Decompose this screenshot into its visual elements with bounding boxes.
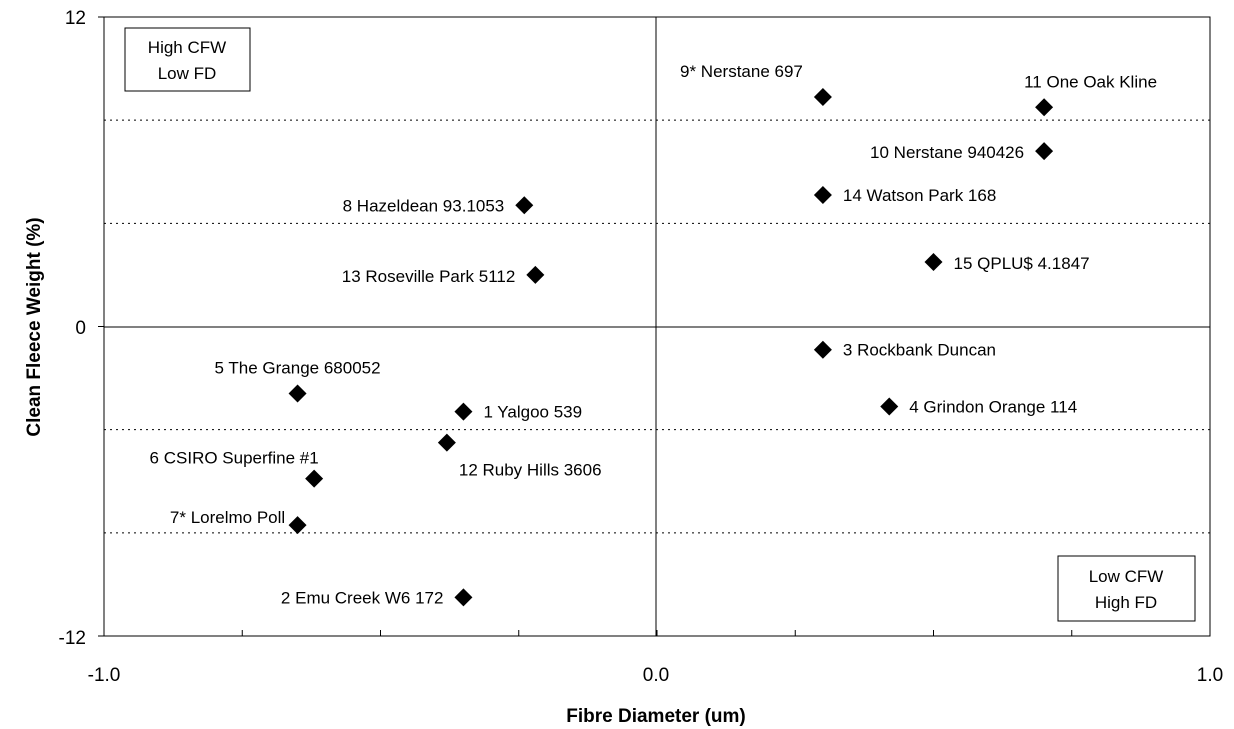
- gridlines: [104, 119, 1210, 534]
- annotation-box: [124, 27, 251, 92]
- data-point-labels: 1 Yalgoo 539 2 Emu Creek W6 172 3 Rockbank…: [150, 62, 1157, 607]
- data-point-marker: [454, 588, 473, 607]
- data-point-marker: [515, 196, 534, 215]
- data-point-label: 6 CSIRO Superfine #1: [150, 449, 319, 468]
- y-tick-label-min: -12: [59, 628, 86, 649]
- annotation-high-cfw-low-fd: High CFW Low FD: [124, 27, 251, 92]
- data-point-marker: [288, 384, 307, 403]
- y-ticks: [98, 16, 104, 637]
- data-point-marker: [924, 253, 943, 272]
- x-axis-title: Fibre Diameter (um): [566, 706, 745, 727]
- x-tick-label-min: -1.0: [88, 665, 121, 686]
- data-point-label: 5 The Grange 680052: [215, 359, 381, 378]
- data-point-marker: [813, 185, 832, 204]
- data-point-label: 2 Emu Creek W6 172: [281, 588, 444, 607]
- data-point-marker: [880, 397, 899, 416]
- data-point-label: 7* Lorelmo Poll: [170, 508, 285, 527]
- data-point-label: 1 Yalgoo 539: [483, 403, 582, 422]
- annotation-line-2: High FD: [1095, 593, 1157, 612]
- x-ticks: [103, 630, 1211, 636]
- data-point-marker: [1035, 98, 1054, 117]
- data-points: [288, 87, 1054, 607]
- data-point-marker: [454, 402, 473, 421]
- y-tick-label-max: 12: [65, 8, 86, 29]
- y-axis-title: Clean Fleece Weight (%): [24, 217, 45, 436]
- data-point-marker: [1035, 142, 1054, 161]
- annotation-line-1: High CFW: [148, 38, 226, 57]
- annotation-box: [1057, 555, 1196, 622]
- data-point-label: 10 Nerstane 940426: [870, 143, 1024, 162]
- data-point-marker: [526, 265, 545, 284]
- data-point-label: 9* Nerstane 697: [680, 62, 803, 81]
- data-point-label: 4 Grindon Orange 114: [909, 397, 1077, 416]
- data-point-marker: [813, 340, 832, 359]
- data-point-marker: [305, 469, 324, 488]
- y-tick-label-zero: 0: [75, 318, 86, 339]
- data-point-label: 8 Hazeldean 93.1053: [343, 196, 505, 215]
- data-point-label: 14 Watson Park 168: [843, 186, 996, 205]
- data-point-label: 15 QPLU$ 4.1847: [954, 254, 1090, 273]
- data-point-marker: [288, 516, 307, 535]
- x-tick-label-max: 1.0: [1197, 665, 1223, 686]
- data-point-label: 13 Roseville Park 5112: [342, 267, 516, 286]
- data-point-label: 3 Rockbank Duncan: [843, 341, 996, 360]
- x-tick-label-zero: 0.0: [643, 665, 669, 686]
- annotation-line-1: Low CFW: [1089, 567, 1164, 586]
- annotation-low-cfw-high-fd: Low CFW High FD: [1057, 555, 1196, 622]
- data-point-marker: [813, 87, 832, 106]
- data-point-marker: [437, 433, 456, 452]
- data-point-label: 11 One Oak Kline: [1024, 72, 1157, 91]
- annotation-line-2: Low FD: [158, 64, 217, 83]
- data-point-label: 12 Ruby Hills 3606: [459, 461, 602, 480]
